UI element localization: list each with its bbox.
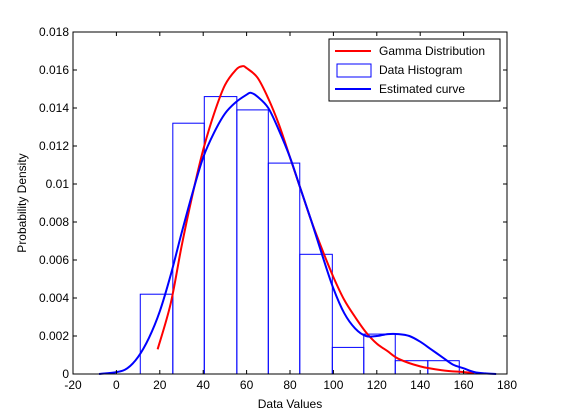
x-tick-label: 180 bbox=[497, 378, 517, 392]
legend-label-data-histogram: Data Histogram bbox=[379, 63, 462, 77]
y-tick-labels: 0 0.002 0.004 0.006 0.008 0.01 0.012 0.014 0.016… bbox=[39, 25, 69, 381]
x-tick-label: 60 bbox=[240, 378, 254, 392]
x-tick-label: 140 bbox=[410, 378, 430, 392]
x-tick-label: 20 bbox=[153, 378, 167, 392]
y-axis-label: Probability Density bbox=[15, 153, 29, 252]
y-tick-label: 0.014 bbox=[39, 101, 69, 115]
legend-label-gamma-distribution: Gamma Distribution bbox=[379, 44, 485, 58]
x-tick-label: 0 bbox=[113, 378, 120, 392]
legend-label-estimated-curve: Estimated curve bbox=[379, 82, 465, 96]
legend-box bbox=[328, 38, 501, 102]
x-tick-label: 80 bbox=[283, 378, 297, 392]
curves bbox=[98, 65, 497, 375]
y-tick-label: 0.002 bbox=[39, 329, 69, 343]
y-tick-label: 0.01 bbox=[46, 177, 70, 191]
y-tick-label: 0.008 bbox=[39, 215, 69, 229]
y-tick-label: 0.018 bbox=[39, 25, 69, 39]
y-tick-label: 0.006 bbox=[39, 253, 69, 267]
x-tick-label: 120 bbox=[367, 378, 387, 392]
x-tick-label: -20 bbox=[64, 378, 82, 392]
x-tick-label: 100 bbox=[323, 378, 343, 392]
tick-marks bbox=[72, 31, 508, 375]
legend: Gamma Distribution Data Histogram Estima… bbox=[328, 38, 501, 102]
legend-swatch-data-histogram bbox=[336, 63, 372, 78]
y-tick-label: 0.012 bbox=[39, 139, 69, 153]
x-tick-label: 40 bbox=[197, 378, 211, 392]
estimated-curve bbox=[98, 91, 497, 375]
y-tick-label: 0.016 bbox=[39, 63, 69, 77]
y-tick-label: 0.004 bbox=[39, 291, 69, 305]
x-axis-label: Data Values bbox=[258, 397, 322, 411]
x-tick-labels: -20 0 20 40 60 80 100 120 140 160 180 bbox=[64, 378, 517, 392]
x-tick-label: 160 bbox=[454, 378, 474, 392]
y-tick-label: 0 bbox=[62, 367, 69, 381]
